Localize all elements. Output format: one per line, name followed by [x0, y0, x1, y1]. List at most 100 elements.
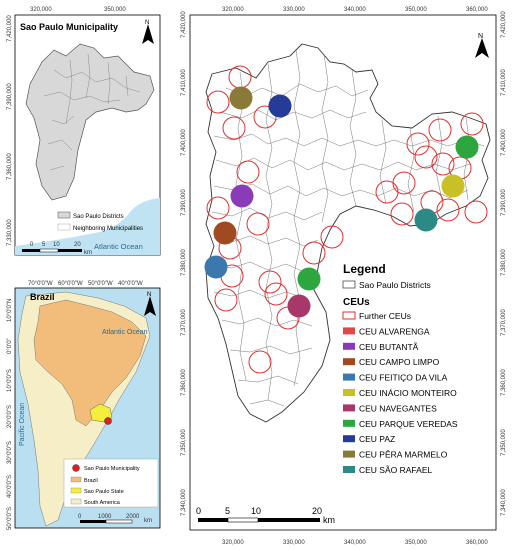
inset-brazil-pacific: Pacific Ocean: [19, 403, 26, 446]
further-ceu-marker: [248, 350, 272, 374]
inset-brazil-sp-state: [89, 403, 113, 423]
legend-items: Further CEUs CEU ALVARENGA CEU BUTANTÃ CEU …: [342, 311, 458, 475]
legend-title: Legend: [343, 262, 386, 276]
inset-sp-scale-tick: 10: [53, 242, 60, 248]
inset-brazil-ytick: 10°0'0"N: [7, 299, 13, 322]
further-ceu-marker: [222, 116, 246, 140]
main-ytick: 7,370,000: [181, 309, 187, 336]
legend-item-label: CEU PÊRA MARMELO: [359, 450, 448, 460]
ceu-parque-veredas-marker-2: [297, 267, 321, 291]
north-arrow-icon: [144, 296, 156, 316]
main-xtick: 350,000: [405, 7, 427, 13]
further-ceu-marker: [320, 225, 344, 249]
legend-districts-swatch: [342, 280, 356, 289]
inset-sp-legend-swatch: [57, 223, 71, 231]
main-xtick: 330,000: [283, 540, 305, 546]
further-ceu-marker: [414, 145, 438, 169]
inset-brazil-ytick: 40°0'0"S: [7, 475, 13, 498]
inset-sp-legend-swatch: [57, 211, 71, 219]
main-scale-tick: 0: [196, 506, 201, 516]
inset-brazil: Brazil Atlantic Ocean Pacific Ocean 70°0…: [7, 281, 161, 530]
main-ytick: 7,350,000: [501, 429, 507, 456]
inset-sp-legend-label: Sao Paulo Districts: [73, 214, 124, 220]
ceu-navegantes-marker: [287, 294, 311, 318]
ceu-campo-limpo-marker: [213, 221, 237, 245]
north-arrow-icon: [475, 38, 489, 58]
inset-brazil-xtick: 60°0'0"W: [58, 281, 83, 287]
inset-brazil-ytick: 20°0'0"S: [7, 405, 13, 428]
further-ceu-marker: [390, 202, 414, 226]
inset-brazil-scale-unit: km: [144, 518, 152, 524]
legend-item-label: CEU BUTANTÃ: [359, 342, 419, 352]
main-ytick: 7,390,000: [181, 189, 187, 216]
main-xtick: 320,000: [222, 540, 244, 546]
inset-brazil-scale-tick: 0: [78, 514, 82, 520]
legend-swatch: [343, 327, 355, 335]
further-ceus: [206, 65, 488, 374]
legend-item-label: Further CEUs: [359, 311, 411, 321]
further-ceu-marker: [214, 288, 238, 312]
ceu-feitico-da-vila-marker: [204, 255, 228, 279]
main-ytick: 7,360,000: [501, 369, 507, 396]
inset-brazil-legend-symbol: [70, 498, 82, 505]
inset-sp-scale-unit: km: [84, 250, 92, 256]
inset-brazil-scale-tick: 2000: [126, 514, 140, 520]
inset-brazil-ytick: 50°0'0"S: [7, 507, 13, 530]
legend-item-label: CEU ALVARENGA: [359, 326, 430, 336]
inset-brazil-north-label: N: [147, 292, 151, 298]
scale-segment: [198, 518, 228, 522]
inset-sp-ytick: 7,420,000: [7, 15, 13, 42]
main-ytick: 7,350,000: [181, 429, 187, 456]
further-ceu-marker: [436, 198, 460, 222]
scale-segment: [80, 520, 106, 523]
further-ceu-marker: [264, 282, 288, 306]
main-ytick: 7,400,000: [181, 129, 187, 156]
further-ceu-marker: [236, 160, 260, 184]
inset-brazil-xtick: 70°0'0"W: [28, 281, 53, 287]
inset-sp-municipality: [25, 43, 155, 201]
main-ytick: 7,370,000: [501, 309, 507, 336]
inset-brazil-legend-label: Sao Paulo State: [84, 489, 124, 495]
scale-segment: [22, 249, 40, 252]
inset-sp-scale-tick: 0: [30, 242, 34, 248]
inset-sp-ytick: 7,360,000: [7, 153, 13, 180]
main-legend: Legend Sao Paulo Districts CEUs Further …: [342, 262, 458, 475]
inset-brazil-legend-label: Sao Paulo Municipality: [84, 466, 140, 472]
inset-brazil-ytick: 30°0'0"S: [7, 441, 13, 464]
main-ytick: 7,340,000: [501, 489, 507, 516]
legend-swatch: [343, 373, 355, 381]
legend-swatch: [343, 450, 355, 458]
legend-swatch: [342, 311, 356, 320]
main-scale-unit: km: [323, 515, 335, 525]
inset-brazil-title: Brazil: [30, 292, 55, 302]
inset-brazil-legend-label: South America: [84, 500, 121, 506]
main-ytick: 7,340,000: [181, 489, 187, 516]
main-ytick: 7,400,000: [501, 129, 507, 156]
main-ytick: 7,420,000: [181, 11, 187, 38]
further-ceu-marker: [428, 118, 452, 142]
ceu-butanta-marker: [230, 184, 254, 208]
inset-sp-north-label: N: [145, 20, 149, 26]
legend-swatch: [343, 419, 355, 427]
inset-sp-xtick: 350,000: [104, 7, 126, 13]
ceu-paz-marker: [268, 94, 292, 118]
main-xtick: 360,000: [466, 540, 488, 546]
ceu-parque-veredas-marker: [455, 135, 479, 159]
main-ytick: 7,410,000: [181, 69, 187, 96]
further-ceu-marker: [258, 270, 282, 294]
main-xtick: 340,000: [344, 540, 366, 546]
north-arrow-icon: [142, 24, 154, 44]
scale-segment: [58, 249, 82, 252]
further-ceu-marker: [392, 171, 416, 195]
inset-brazil-xtick: 40°0'0"W: [118, 281, 143, 287]
inset-sp-title: Sao Paulo Municipality: [20, 22, 118, 32]
main-scale-tick: 20: [312, 506, 322, 516]
inset-brazil-atlantic: Atlantic Ocean: [102, 329, 148, 336]
main-xtick: 320,000: [222, 7, 244, 13]
main-ytick: 7,410,000: [501, 69, 507, 96]
legend-item-label: CEU PARQUE VEREDAS: [359, 419, 458, 429]
legend-swatch: [343, 466, 355, 473]
legend-item-label: CEU CAMPO LIMPO: [359, 357, 440, 367]
ceu-pera-marmelo-marker: [229, 86, 253, 110]
main-ytick: 7,390,000: [501, 189, 507, 216]
